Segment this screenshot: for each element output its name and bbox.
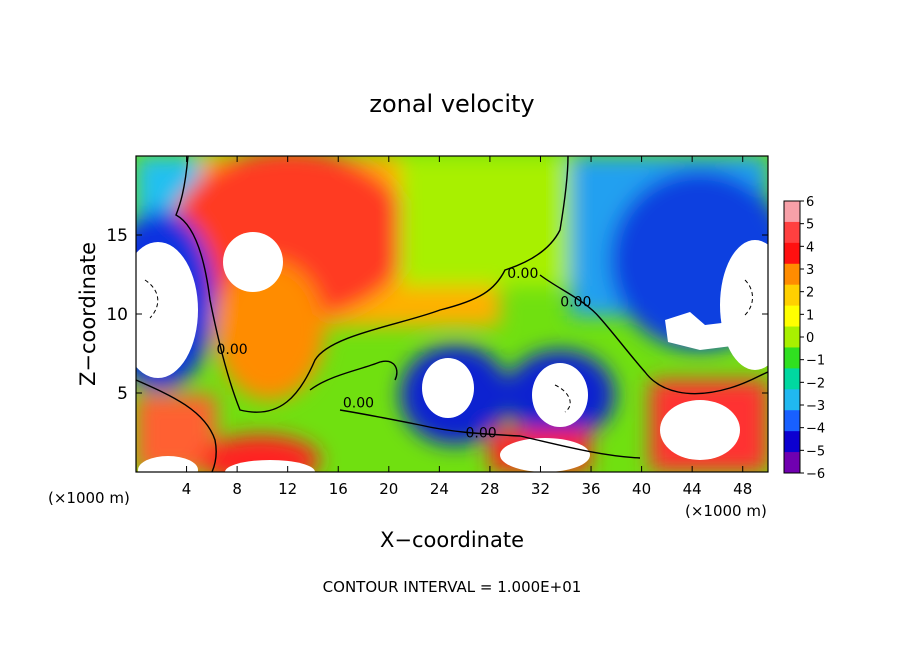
colorbar-tick-label: 3 (806, 263, 814, 278)
field-region (215, 260, 325, 400)
saturated-region (720, 240, 768, 370)
contour-label: 0.00 (216, 342, 247, 358)
saturated-region (138, 456, 198, 472)
contour-interval-note: CONTOUR INTERVAL = 1.000E+01 (323, 578, 582, 596)
x-tick-label: 32 (531, 480, 550, 498)
x-tick-label: 44 (683, 480, 702, 498)
colorbar-swatch (784, 347, 800, 369)
colorbar-swatch (784, 263, 800, 286)
colorbar-tick-label: 2 (806, 286, 814, 301)
zero-contour (309, 360, 398, 391)
contour-labels: 0.00 0.00 0.00 0.00 0.00 (216, 266, 591, 442)
x-tick-label: 36 (581, 480, 600, 498)
y-tick-label: 5 (117, 384, 128, 404)
zero-contour (339, 409, 641, 459)
colorbar-tick-label: 1 (806, 308, 814, 323)
colorbar-swatch (784, 431, 800, 453)
contour-label: 0.00 (560, 294, 591, 310)
contour-label: 0.00 (465, 426, 496, 442)
colorbar-tick-label: 0 (806, 331, 814, 346)
contour-label: 0.00 (507, 266, 538, 282)
negative-contour (144, 279, 159, 319)
x-tick-label: 12 (278, 480, 297, 498)
colorbar-swatch (784, 452, 800, 474)
colorbar-swatch (784, 389, 800, 411)
colorbar-swatch (784, 201, 800, 223)
contour-lines (136, 156, 768, 472)
contour-label: 0.00 (343, 395, 374, 411)
saturated-region (532, 363, 588, 427)
x-tick-label: 24 (430, 480, 449, 498)
colorbar-swatch (784, 305, 800, 328)
colorbar-tick-label: −3 (806, 399, 825, 414)
saturated-region (665, 312, 740, 350)
saturated-region (500, 438, 590, 472)
colorbar-tick-label: −1 (806, 354, 825, 369)
negative-contour (744, 279, 753, 316)
plot-area: 0.00 0.00 0.00 0.00 0.00 (136, 156, 768, 472)
y-axis: 5 10 15 (106, 226, 768, 404)
x-tick-label: 48 (733, 480, 752, 498)
x-tick-label: 8 (232, 480, 242, 498)
field-region (200, 435, 320, 472)
colorbar-tick-label: −6 (806, 467, 825, 482)
colorbar-tick-label: −5 (806, 444, 825, 459)
colorbar-tick-label: 5 (806, 218, 814, 233)
colorbar-swatch (784, 221, 800, 244)
colorbar-swatch (784, 326, 800, 348)
x-unit-right: (×1000 m) (685, 502, 767, 520)
field-region (400, 156, 570, 286)
colorbar-tick-label: 6 (806, 195, 814, 210)
x-tick-label: 40 (632, 480, 651, 498)
x-tick-label: 4 (182, 480, 192, 498)
x-tick-label: 28 (480, 480, 499, 498)
colorbar-swatch (784, 242, 800, 265)
zero-contour (136, 379, 217, 472)
x-tick-label: 16 (329, 480, 348, 498)
zero-contour (175, 156, 569, 413)
colorbar-swatch (784, 410, 800, 432)
saturated-region (660, 400, 740, 460)
saturated-region (422, 358, 474, 418)
y-axis-label: Z−coordinate (76, 242, 100, 386)
x-unit-left: (×1000 m) (48, 489, 130, 507)
colorbar-tick-label: 4 (806, 240, 814, 255)
colorbar-tick-label: −2 (806, 376, 825, 391)
x-axis: 4 8 12 16 20 24 28 32 36 40 44 48 (182, 156, 752, 498)
x-tick-label: 20 (379, 480, 398, 498)
y-tick-label: 15 (106, 226, 128, 246)
x-axis-label: X−coordinate (380, 528, 524, 552)
colorbar: 6 5 4 3 2 1 0 −1 −2 −3 −4 −5 −6 (783, 195, 825, 482)
colorbar-tick-label: −4 (806, 422, 825, 437)
y-tick-label: 10 (106, 305, 128, 325)
saturated-region (136, 242, 198, 378)
saturated-region (223, 232, 283, 292)
dashed-contours (144, 279, 753, 413)
colorbar-swatch (784, 284, 800, 307)
saturated-region (225, 460, 315, 472)
chart-title: zonal velocity (369, 90, 534, 118)
negative-contour (554, 384, 571, 413)
colorbar-swatch (784, 368, 800, 390)
zero-contour (539, 274, 768, 395)
